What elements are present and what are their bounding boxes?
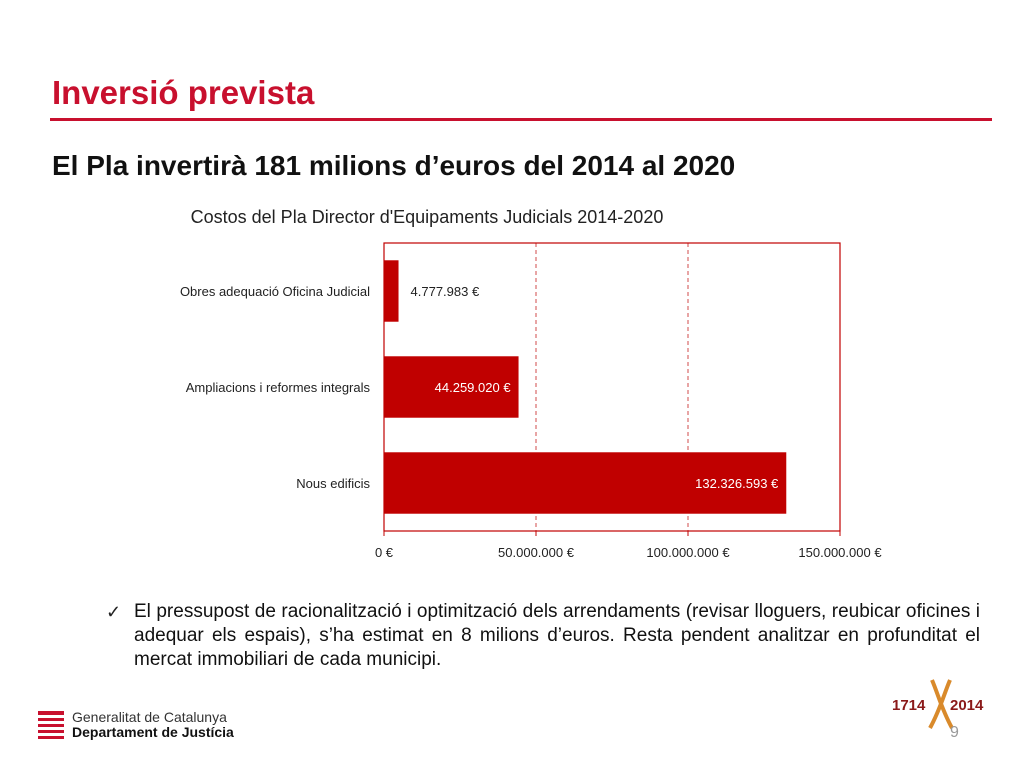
senyera-icon [38,711,64,739]
slide-title: Inversió prevista [52,74,315,111]
anniversary-year-left: 1714 [892,697,926,714]
title-divider [50,118,992,121]
bar [384,260,399,322]
tick-label: 100.000.000 € [646,545,730,560]
bullet-point: ✓ El pressupost de racionalització i opt… [106,600,980,672]
data-label: 132.326.593 € [695,476,779,491]
slide-subtitle: El Pla invertirà 181 milions d’euros del… [52,150,736,181]
tick-label: 150.000.000 € [798,545,882,560]
data-label: 4.777.983 € [411,284,480,299]
department-name: Departament de Justícia [72,724,234,740]
category-label: Ampliacions i reformes integrals [186,380,371,395]
checkmark-icon: ✓ [106,602,122,622]
category-label: Obres adequació Oficina Judicial [180,284,370,299]
tick-label: 0 € [375,545,394,560]
page-number: 9 [950,724,959,741]
org-name: Generalitat de Catalunya [72,709,227,725]
tick-label: 50.000.000 € [498,545,575,560]
generalitat-logo: Generalitat de Catalunya Departament de … [38,710,234,740]
anniversary-logo: 1714 2014 [892,679,984,729]
bullet-text: El pressupost de racionalització i optim… [134,601,980,670]
bar-chart: Costos del Pla Director d'Equipaments Ju… [180,207,882,560]
anniversary-year-right: 2014 [950,697,984,714]
bar [384,452,787,514]
bar [384,356,519,418]
chart-title: Costos del Pla Director d'Equipaments Ju… [191,207,664,227]
data-label: 44.259.020 € [435,380,512,395]
category-label: Nous edificis [296,476,370,491]
